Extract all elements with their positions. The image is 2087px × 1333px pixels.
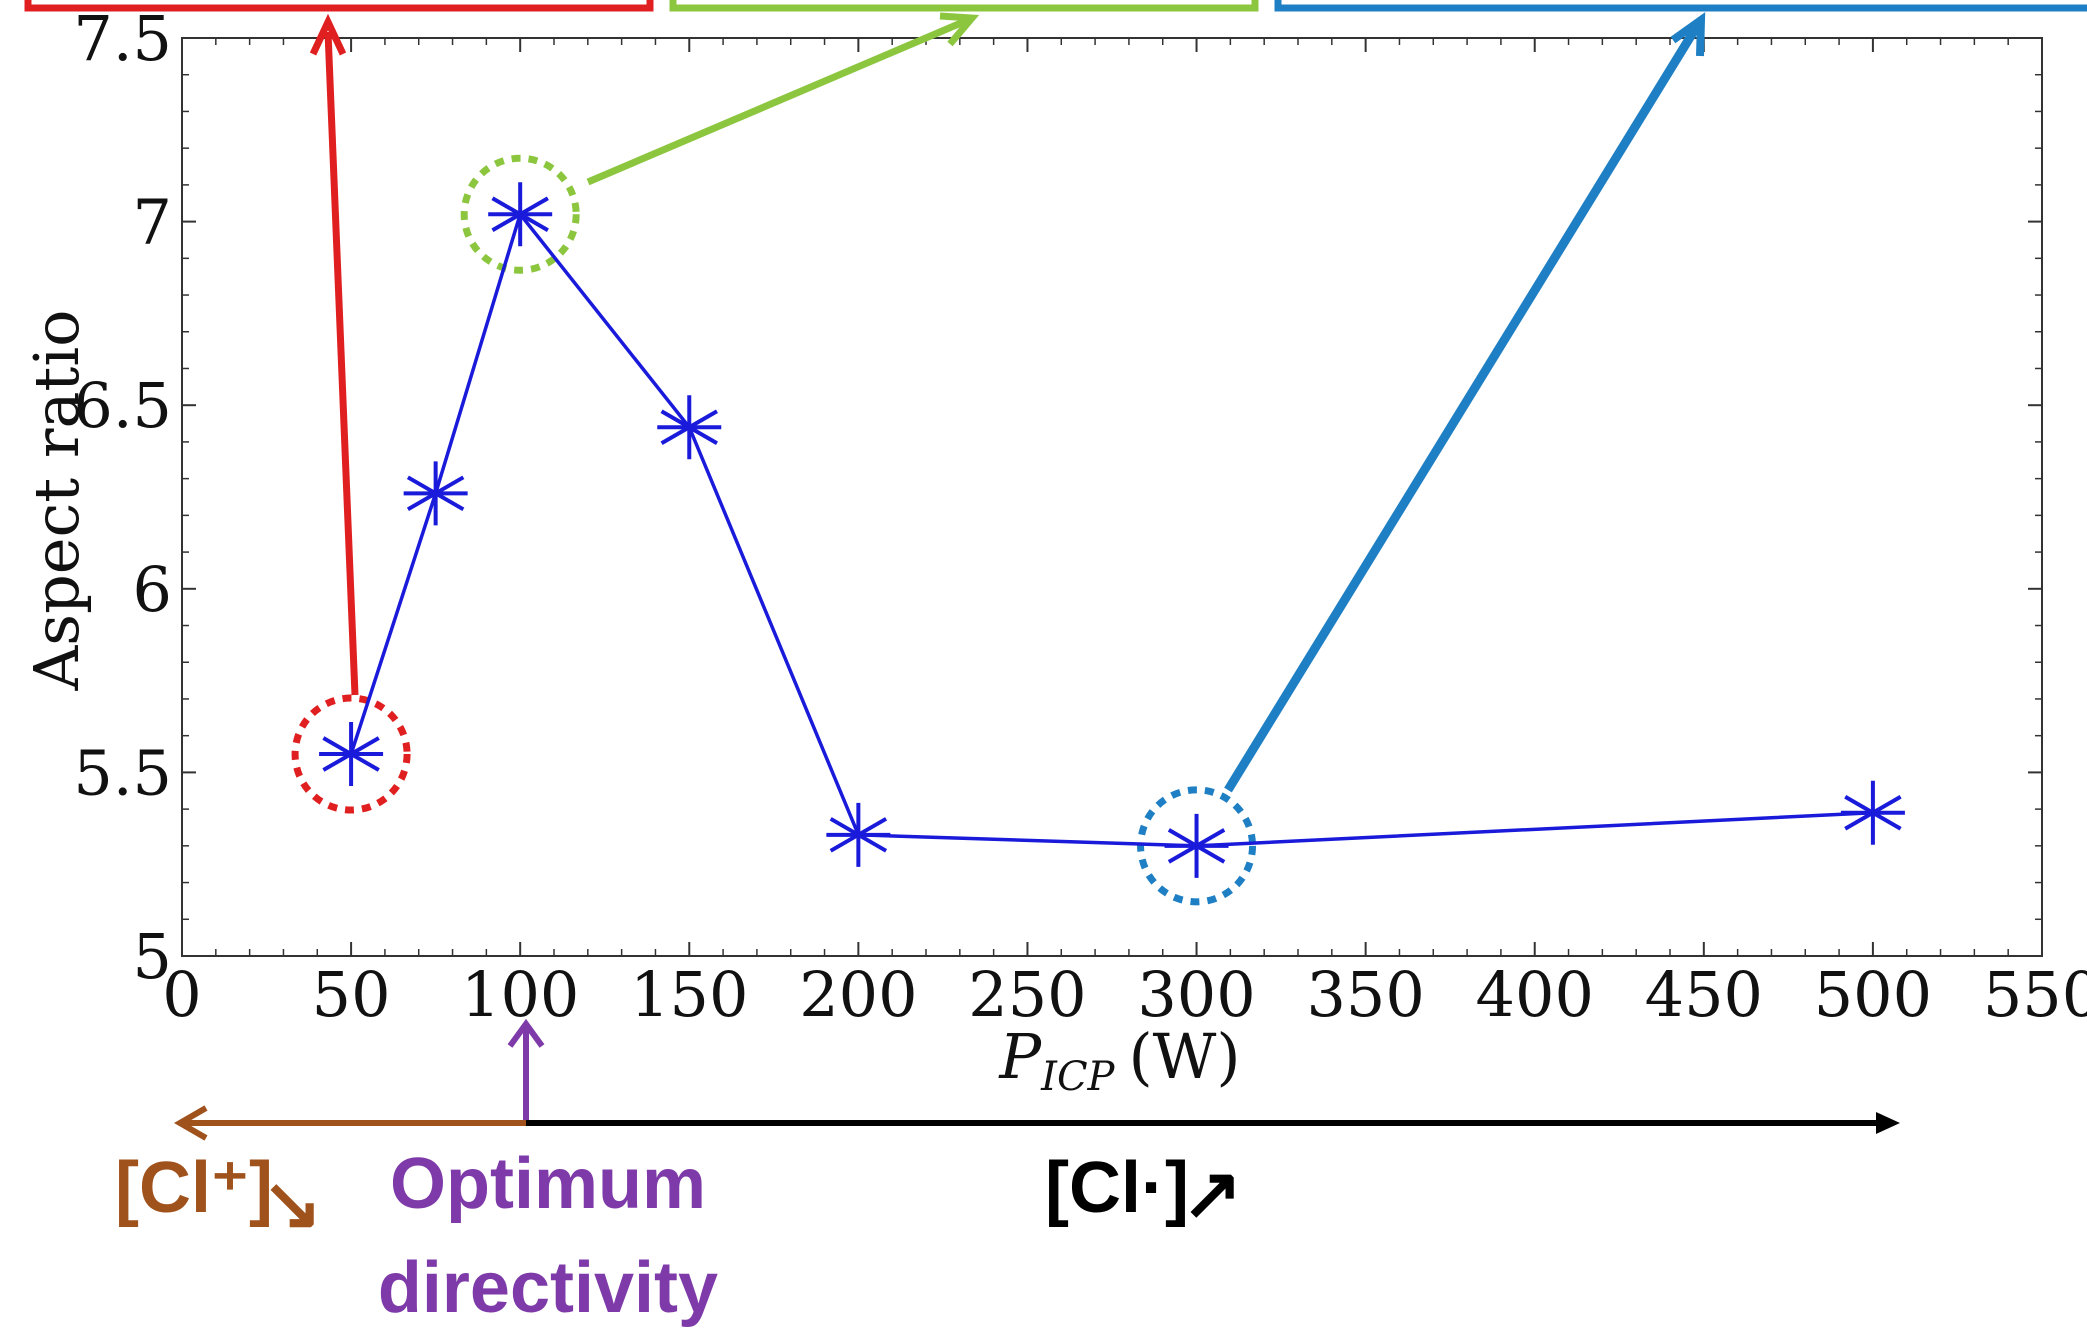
purple-arrow-head (507, 1018, 545, 1048)
tick-marks (181, 37, 2043, 957)
data-point-50 (319, 722, 384, 787)
y-axis-label: Aspect ratio (20, 310, 93, 692)
optimum-label-line1: Optimum (390, 1144, 706, 1224)
highlight-circle-100 (460, 154, 580, 274)
data-series (319, 182, 1905, 878)
blue-arrow (1224, 23, 1701, 793)
x-tick-label-450: 450 (1645, 958, 1763, 1031)
data-point-200 (826, 802, 891, 867)
y-tick-label-6.5: 6.5 (73, 369, 172, 442)
cl-ion-arrow-glyph: ↘ (262, 1164, 322, 1244)
x-tick-label-0: 0 (162, 958, 201, 1031)
data-point-100 (488, 182, 553, 247)
optimum-label-line2: directivity (378, 1248, 718, 1328)
x-tick-label-200: 200 (799, 958, 917, 1031)
x-tick-label-550: 550 (1983, 958, 2087, 1031)
data-point-75 (403, 461, 468, 526)
y-tick-label-7.5: 7.5 (73, 2, 172, 75)
y-tick-label-5: 5 (133, 920, 172, 993)
red-arrow (324, 31, 359, 696)
x-tick-label-500: 500 (1814, 958, 1932, 1031)
x-tick-label-300: 300 (1137, 958, 1255, 1031)
highlight-circle-50 (291, 694, 411, 814)
highlight-circles (291, 154, 1257, 906)
series-line-0 (349, 210, 1873, 848)
red-arrow-head (309, 13, 347, 56)
x-tick-label-100: 100 (461, 958, 579, 1031)
x-axis-label-sub: ICP (1040, 1054, 1115, 1100)
x-axis-label: PICP (W) (998, 1020, 1240, 1100)
cl-radical-arrow-glyph: ↗ (1182, 1154, 1242, 1234)
x-tick-label-250: 250 (968, 958, 1086, 1031)
x-tick-label-50: 50 (312, 958, 391, 1031)
y-tick-label-7: 7 (133, 186, 172, 259)
highlight-circle-300 (1137, 786, 1257, 906)
data-point-150 (657, 395, 722, 460)
data-point-500 (1840, 780, 1905, 845)
green-arrow (586, 16, 970, 186)
x-tick-label-150: 150 (630, 958, 748, 1031)
top-box-red (24, 0, 654, 12)
x-axis-label-unit: (W) (1128, 1020, 1240, 1093)
x-tick-label-350: 350 (1306, 958, 1424, 1031)
data-point-300 (1164, 813, 1229, 878)
y-tick-label-6: 6 (133, 553, 172, 626)
blue-arrow-head (1670, 12, 1706, 57)
green-arrow-head (939, 12, 980, 47)
brown-arrow-head (173, 1105, 208, 1141)
top-box-blue (1274, 0, 2087, 12)
top-box-green (669, 0, 1259, 12)
black-arrow-head (1876, 1112, 1900, 1134)
x-axis-label-main: P (998, 1020, 1042, 1093)
cl-radical-label: [Cl·] (1045, 1148, 1189, 1228)
x-tick-label-400: 400 (1476, 958, 1594, 1031)
plot-frame (181, 37, 2043, 957)
cl-ion-label: [Cl⁺] (115, 1148, 273, 1228)
y-tick-label-5.5: 5.5 (73, 736, 172, 809)
tick-labels: 0 50 100 150 200 250 300 350 400 450 500 550 5 5.5 6 6.… (73, 2, 2087, 1031)
